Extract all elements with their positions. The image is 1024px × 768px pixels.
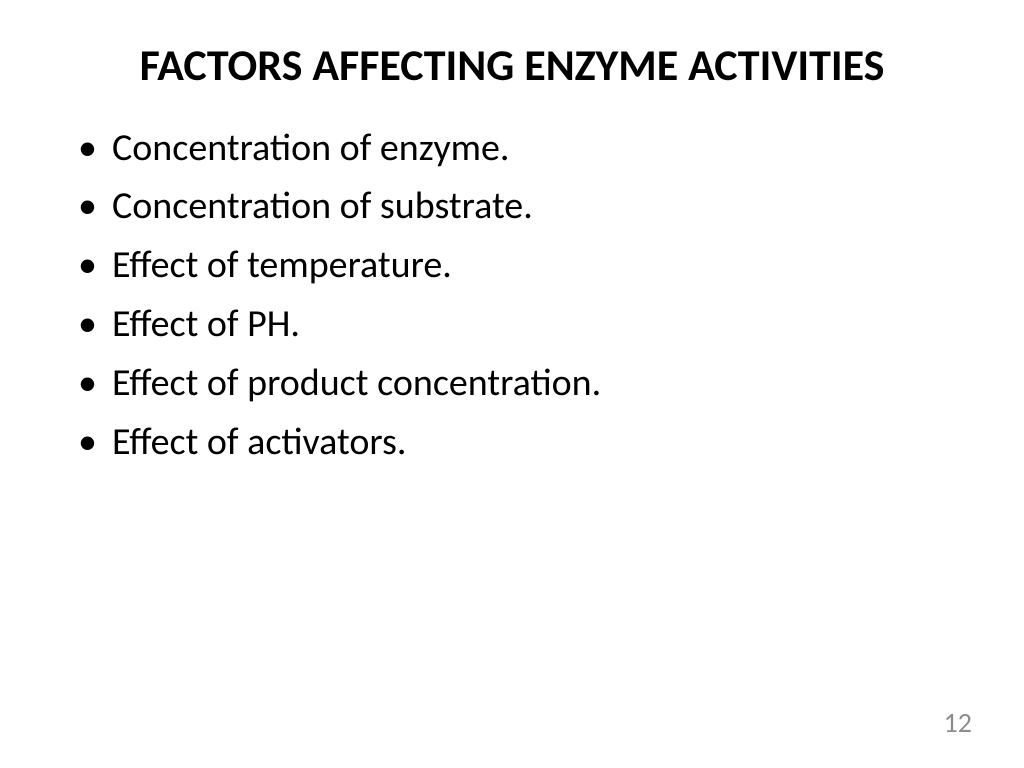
slide-title: FACTORS AFFECTING ENZYME ACTIVITIES bbox=[60, 40, 964, 91]
list-item: Concentration of enzyme. bbox=[70, 119, 964, 178]
bullet-list: Concentration of enzyme. Concentration o… bbox=[60, 119, 964, 472]
slide: FACTORS AFFECTING ENZYME ACTIVITIES Conc… bbox=[0, 0, 1024, 768]
page-number: 12 bbox=[944, 705, 972, 740]
list-item: Effect of temperature. bbox=[70, 236, 964, 295]
list-item: Concentration of substrate. bbox=[70, 177, 964, 236]
list-item: Effect of PH. bbox=[70, 295, 964, 354]
list-item: Effect of activators. bbox=[70, 413, 964, 472]
list-item: Effect of product concentration. bbox=[70, 354, 964, 413]
